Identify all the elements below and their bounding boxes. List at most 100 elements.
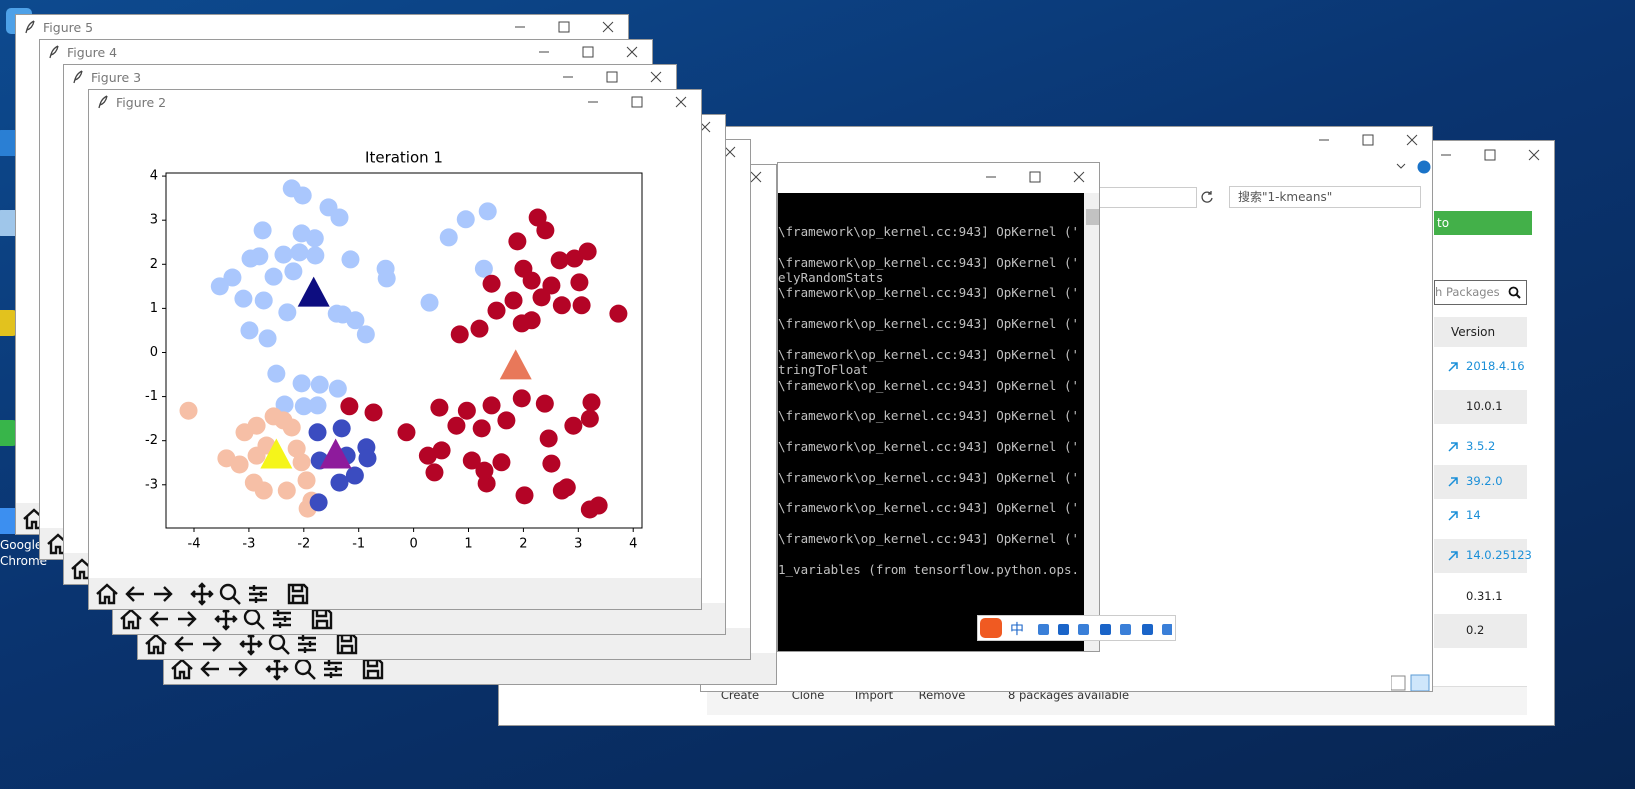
forward-glyph[interactable] [178,611,197,627]
pan-glyph[interactable] [190,582,214,606]
forward-glyph[interactable] [154,586,173,602]
configure-button[interactable] [249,585,267,603]
navigator-search[interactable]: h Packages [1434,280,1527,305]
home-button[interactable] [96,583,118,605]
ribbon-toggle[interactable] [1395,162,1407,172]
desktop-icon[interactable] [0,420,18,446]
home-glyph[interactable] [145,633,167,655]
navigator-link-button[interactable]: to Anaconda.org [1434,211,1532,254]
close-button-wrap[interactable] [648,69,664,85]
refresh-button-wrap[interactable] [1199,189,1215,205]
forward-button[interactable] [178,611,197,627]
help-button-wrap[interactable] [1417,160,1431,174]
update-arrow-glyph[interactable] [1448,362,1458,372]
maximize-button-wrap[interactable] [580,44,596,60]
update-arrow-wrap[interactable] [1447,476,1459,488]
save-button[interactable] [362,658,384,680]
minimize-button[interactable] [983,169,999,185]
close-button-wrap[interactable] [1404,132,1420,148]
maximize-button[interactable] [580,44,596,60]
refresh-button[interactable] [1199,189,1215,205]
close-button-wrap[interactable] [624,44,640,60]
view-buttons[interactable] [1391,674,1431,692]
minimize-button[interactable] [1438,147,1454,163]
home-button[interactable] [171,658,193,680]
update-arrow[interactable] [1447,550,1459,562]
minimize-button[interactable] [1316,132,1332,148]
maximize-button[interactable] [604,69,620,85]
details-view[interactable] [1391,675,1406,691]
close-button[interactable] [600,19,616,35]
zoom-glyph[interactable] [243,608,261,626]
configure-glyph[interactable] [324,660,342,678]
update-arrow-wrap[interactable] [1447,510,1459,522]
ime-logo[interactable] [980,618,1002,638]
ime-tools-wrap[interactable] [1032,620,1172,638]
zoom-glyph[interactable] [307,671,316,680]
close-button[interactable] [648,69,664,85]
close-button[interactable] [673,94,689,110]
configure-glyph[interactable] [273,610,291,628]
maximize-button-wrap[interactable] [1027,169,1043,185]
configure-glyph[interactable] [298,635,316,653]
save-glyph[interactable] [336,633,358,655]
update-arrow-wrap[interactable] [1447,441,1459,453]
update-arrow[interactable] [1447,510,1459,522]
update-arrow-glyph[interactable] [1448,442,1458,452]
update-arrow-wrap[interactable] [1447,361,1459,373]
address-bar[interactable] [1091,187,1197,208]
maximize-button[interactable] [556,19,572,35]
update-arrow-wrap[interactable] [1447,550,1459,562]
update-arrow-glyph[interactable] [1448,511,1458,521]
home-glyph[interactable] [96,583,118,605]
help-button[interactable] [1417,160,1431,174]
ime-tool[interactable] [1162,624,1172,635]
forward-button[interactable] [154,586,173,602]
back-glyph[interactable] [174,636,193,652]
pan-button[interactable] [265,657,289,681]
minimize-button-wrap[interactable] [560,69,576,85]
ime-mode[interactable]: 中 [1010,622,1024,638]
save-glyph[interactable] [287,583,309,605]
ime-logo-wrap[interactable] [980,618,1002,638]
pan-button[interactable] [239,632,263,656]
maximize-button[interactable] [1482,147,1498,163]
back-glyph[interactable] [149,611,168,627]
configure-button[interactable] [324,660,342,678]
save-button[interactable] [311,608,333,630]
home-glyph[interactable] [120,608,142,630]
pan-button[interactable] [214,607,238,631]
close-button[interactable] [1404,132,1420,148]
maximize-button-wrap[interactable] [629,94,645,110]
back-button[interactable] [125,586,144,602]
minimize-button[interactable] [536,44,552,60]
minimize-button-wrap[interactable] [536,44,552,60]
close-button[interactable] [1526,147,1542,163]
zoom-glyph[interactable] [268,633,286,651]
save-button[interactable] [336,633,358,655]
ime-tool[interactable] [1078,624,1089,635]
minimize-button[interactable] [585,94,601,110]
close-button-wrap[interactable] [748,169,764,185]
close-button-wrap[interactable] [600,19,616,35]
close-button-wrap[interactable] [1071,169,1087,185]
back-glyph[interactable] [125,586,144,602]
view-buttons-wrap[interactable] [1391,674,1431,692]
ime-tool[interactable] [1100,624,1111,635]
help-glyph[interactable] [1417,160,1431,174]
update-arrow[interactable] [1447,476,1459,488]
ribbon-toggle-wrap[interactable] [1395,162,1407,172]
forward-button[interactable] [229,661,248,677]
close-button[interactable] [722,144,738,160]
configure-glyph[interactable] [249,585,267,603]
minimize-button-wrap[interactable] [585,94,601,110]
pan-button[interactable] [190,582,214,606]
maximize-button[interactable] [1360,132,1376,148]
back-button[interactable] [149,611,168,627]
update-arrow[interactable] [1447,361,1459,373]
configure-button[interactable] [273,610,291,628]
ime-tools[interactable] [1032,620,1172,638]
zoom-glyph[interactable] [294,658,312,676]
desktop-icon[interactable] [0,310,18,336]
zoom-glyph[interactable] [256,621,265,630]
